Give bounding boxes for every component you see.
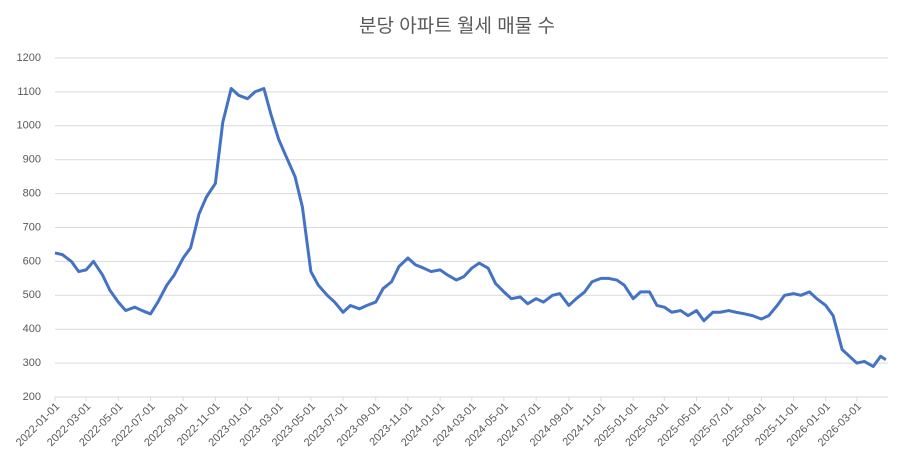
data-line	[54, 87, 887, 368]
y-tick-label: 300	[23, 357, 41, 369]
y-tick-label: 800	[23, 188, 41, 200]
y-tick-label: 400	[23, 323, 41, 335]
y-tick-label: 500	[23, 289, 41, 301]
y-tick-label: 900	[23, 154, 41, 166]
y-tick-label: 700	[23, 221, 41, 233]
y-tick-label: 1200	[17, 52, 41, 64]
chart-title: 분당 아파트 월세 매물 수	[359, 15, 555, 37]
y-tick-label: 600	[23, 255, 41, 267]
y-tick-label: 200	[23, 391, 41, 403]
y-tick-label: 1000	[17, 120, 41, 132]
y-tick-label: 1100	[17, 86, 41, 98]
